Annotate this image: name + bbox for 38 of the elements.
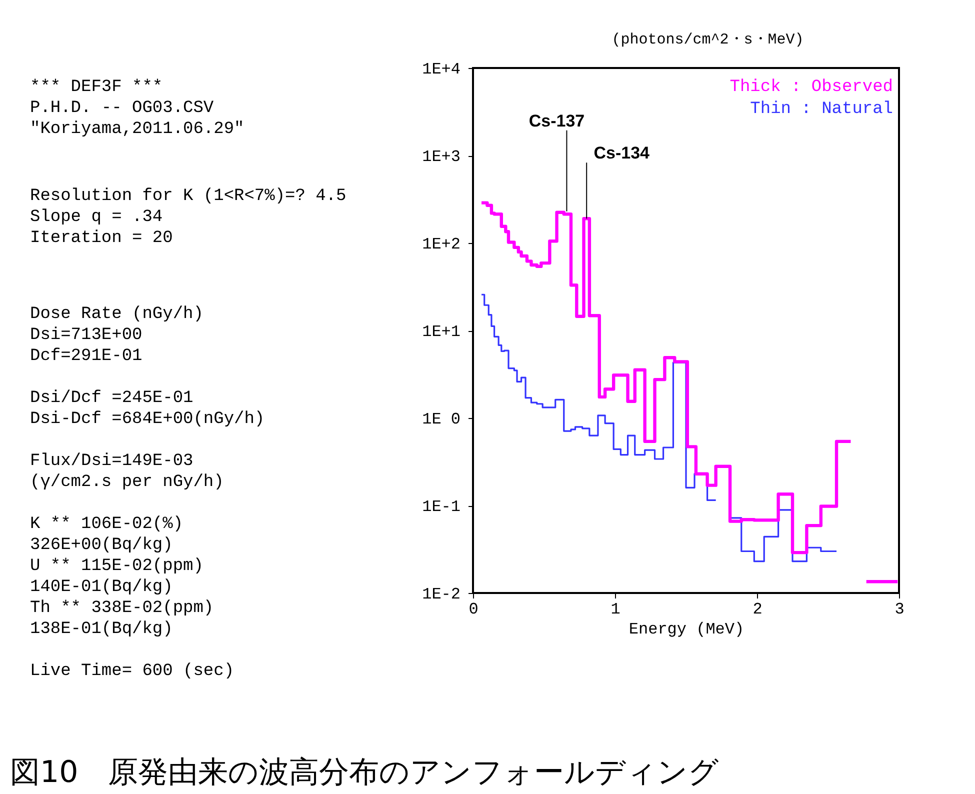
y-tick-label: 1E 0 xyxy=(422,410,460,428)
text: *** DEF3F *** xyxy=(30,78,163,97)
text: 138E-01(Bq/kg) xyxy=(30,620,173,639)
text: Dsi=713E+00 xyxy=(30,326,142,345)
annotation: Cs-137 xyxy=(528,111,585,130)
text: 140E-01(Bq/kg) xyxy=(30,578,173,597)
y-tick-label: 1E+2 xyxy=(422,236,460,254)
x-tick-label: 1 xyxy=(610,600,620,618)
text: Dsi-Dcf =684E+00(nGy/h) xyxy=(30,410,265,429)
text: Flux/Dsi=149E-03 xyxy=(30,452,194,471)
y-tick-label: 1E+4 xyxy=(422,60,460,78)
y-axis-title: (photons/cm^2・s・MeV) xyxy=(612,32,804,48)
text: P.H.D. -- OG03.CSV xyxy=(30,99,214,118)
x-tick-label: 3 xyxy=(894,600,904,618)
y-tick-label: 1E+1 xyxy=(422,323,460,341)
text: Live Time= 600 (sec) xyxy=(30,662,234,681)
text: Th ** 338E-02(ppm) xyxy=(30,598,214,618)
x-axis-title: Energy (MeV) xyxy=(628,620,744,638)
text: Thin : Natural xyxy=(750,100,893,119)
text: Thick : Observed xyxy=(730,78,893,97)
text: (γ/cm2.s per nGy/h) xyxy=(30,472,224,492)
text: Dcf=291E-01 xyxy=(30,346,142,366)
text: 326E+00(Bq/kg) xyxy=(30,536,173,555)
y-tick-label: 1E+3 xyxy=(422,148,460,166)
text: Dsi/Dcf =245E-01 xyxy=(30,388,194,408)
text: Slope q = .34 xyxy=(30,208,163,228)
text: "Koriyama,2011.06.29" xyxy=(30,120,244,139)
text: Iteration = 20 xyxy=(30,229,173,248)
text: K ** 106E-02(%) xyxy=(30,514,184,534)
x-tick-label: 0 xyxy=(468,600,478,618)
annotation: Cs-134 xyxy=(594,144,650,163)
y-tick-label: 1E-1 xyxy=(422,498,460,516)
text: Resolution for K (1<R<7%)=? 4.5 xyxy=(30,187,346,206)
text: Dose Rate (nGy/h) xyxy=(30,304,204,324)
text: U ** 115E-02(ppm) xyxy=(30,556,204,576)
text: 図10 原発由来の波高分布のアンフォールディング xyxy=(10,755,720,790)
y-tick-label: 1E-2 xyxy=(422,586,460,604)
x-tick-label: 2 xyxy=(752,600,762,618)
